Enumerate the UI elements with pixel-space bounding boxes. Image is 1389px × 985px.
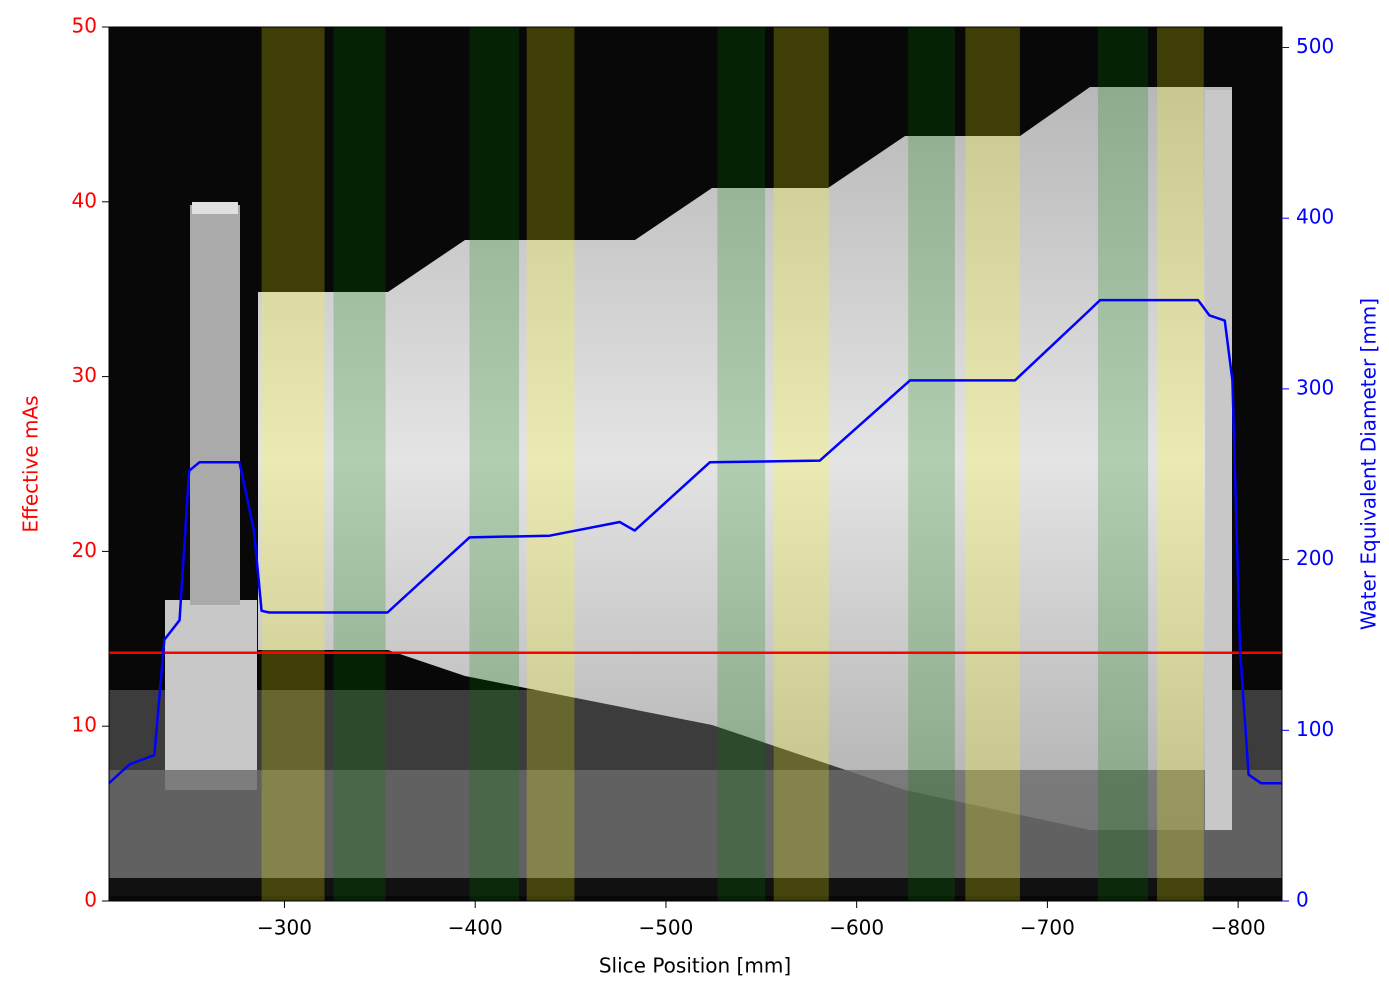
x-axis-label: Slice Position [mm] <box>599 954 791 978</box>
highlight-span <box>1157 27 1204 901</box>
y2-tick-label: 200 <box>1296 546 1334 570</box>
x-tick-label: −800 <box>1211 916 1266 940</box>
y-tick-label: 10 <box>72 713 97 737</box>
highlight-span <box>261 27 325 901</box>
y2-tick-label: 0 <box>1296 888 1309 912</box>
highlight-span <box>773 27 829 901</box>
x-tick-label: −600 <box>829 916 884 940</box>
y-tick-label: 0 <box>84 888 97 912</box>
line-series <box>108 298 1282 785</box>
y2-axis-label: Water Equivalent Diameter [mm] <box>1357 298 1381 630</box>
highlight-span <box>1097 27 1149 901</box>
y-tick-label: 30 <box>72 363 97 387</box>
x-tick-label: −500 <box>638 916 693 940</box>
y-axis-label: Effective mAs <box>19 395 43 532</box>
y-tick-label: 50 <box>72 14 97 38</box>
y2-tick-label: 100 <box>1296 717 1334 741</box>
y-tick-label: 40 <box>72 188 97 212</box>
y2-tick-label: 500 <box>1296 34 1334 58</box>
highlight-span <box>908 27 955 901</box>
highlight-span <box>526 27 575 901</box>
y2-tick-label: 300 <box>1296 375 1334 399</box>
x-tick-label: −400 <box>448 916 503 940</box>
x-tick-label: −700 <box>1020 916 1075 940</box>
y2-tick-label: 400 <box>1296 205 1334 229</box>
highlight-span <box>333 27 386 901</box>
plot-frame <box>108 26 1283 902</box>
radiograph <box>109 27 1282 901</box>
highlight-span <box>717 27 766 901</box>
highlight-span <box>965 27 1020 901</box>
highlight-span <box>469 27 520 901</box>
y-tick-label: 20 <box>72 538 97 562</box>
x-tick-label: −300 <box>257 916 312 940</box>
